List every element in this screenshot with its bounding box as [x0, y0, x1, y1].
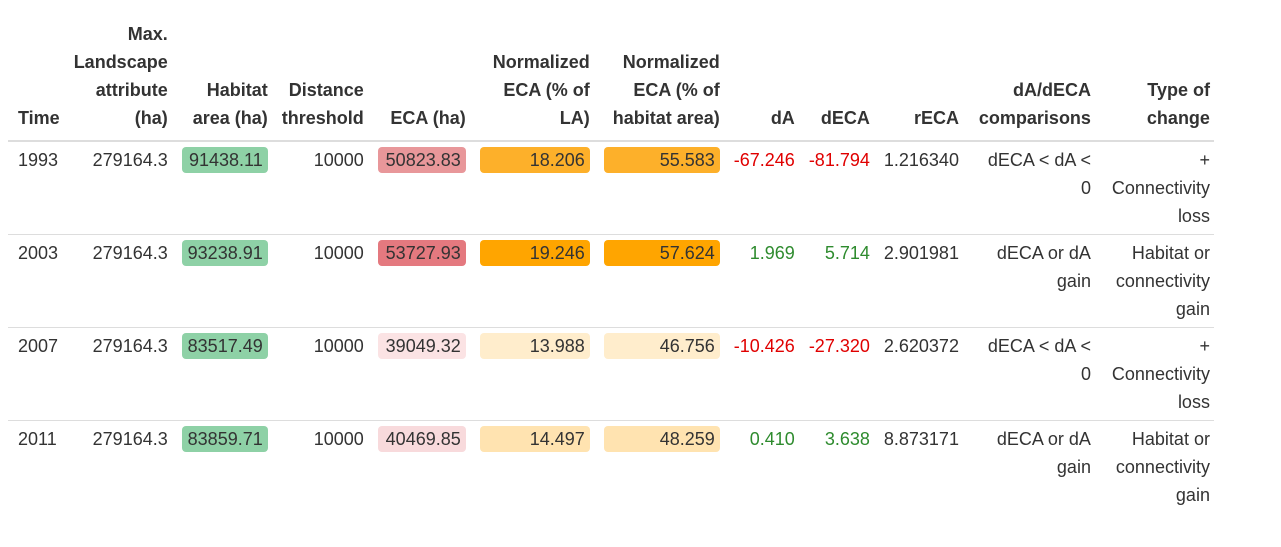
- cell-eca: 50823.83: [367, 141, 470, 235]
- cell-normalized-eca-la-highlight: 14.497: [479, 426, 590, 452]
- header-time: Time: [8, 20, 64, 142]
- cell-eca-highlight: 40469.85: [377, 426, 466, 452]
- header-normalized-eca-la: Normalized ECA (% of LA): [469, 20, 594, 142]
- cell-deca: -27.320: [798, 327, 874, 421]
- cell-normalized-eca-habitat-highlight: 48.259: [603, 426, 720, 452]
- cell-type-of-change: Habitat or connectivity gain: [1115, 429, 1210, 505]
- cell-max-landscape-attribute: 279164.3: [92, 429, 168, 449]
- cell-normalized-eca-habitat: 55.583: [593, 141, 724, 235]
- cell-reca: 1.216340: [873, 141, 963, 235]
- cell-eca: 53727.93: [367, 234, 470, 328]
- cell-distance-threshold: 10000: [271, 234, 368, 328]
- header-row: Time Max. Landscape attribute (ha) Habitat a…: [8, 20, 1214, 142]
- cell-normalized-eca-habitat: 48.259: [594, 421, 724, 514]
- header-eca: ECA (ha): [367, 20, 470, 142]
- cell-comparison: dECA or dA gain: [996, 429, 1091, 477]
- cell-normalized-eca-la-highlight: 18.206: [479, 147, 590, 173]
- cell-distance-threshold: 10000: [313, 429, 364, 449]
- cell-habitat-area-highlight: 91438.11: [181, 147, 268, 173]
- header-type-of-change: Type of change: [1094, 20, 1214, 142]
- cell-deca: 3.638: [824, 429, 870, 449]
- cell-max-landscape-attribute: 279164.3: [63, 234, 172, 328]
- header-deca: dECA: [798, 20, 874, 142]
- cell-comparison: dECA < dA < 0: [962, 327, 1095, 421]
- cell-da: 0.410: [749, 429, 795, 449]
- cell-eca-highlight: 39049.32: [377, 333, 466, 359]
- cell-normalized-eca-la-highlight: 19.246: [479, 240, 590, 266]
- header-habitat-area: Habitat area (ha): [171, 20, 272, 142]
- cell-habitat-area: 83859.71: [172, 421, 272, 514]
- cell-normalized-eca-la: 18.206: [469, 141, 594, 235]
- cell-normalized-eca-habitat-highlight: 55.583: [603, 147, 720, 173]
- table-row: 1993 279164.3 91438.11 10000 50823.83 18.206 5…: [8, 141, 1214, 235]
- cell-habitat-area: 83517.49: [171, 327, 272, 421]
- cell-normalized-eca-habitat-highlight: 57.624: [603, 240, 720, 266]
- cell-normalized-eca-la: 14.497: [470, 421, 594, 514]
- cell-max-landscape-attribute: 279164.3: [63, 141, 172, 235]
- cell-eca-highlight: 50823.83: [377, 147, 466, 173]
- cell-time: 2011: [18, 429, 57, 449]
- cell-habitat-area-highlight: 83517.49: [181, 333, 268, 359]
- cell-da: -10.426: [723, 327, 799, 421]
- table-row: 2007 279164.3 83517.49 10000 39049.32 13.988 4…: [8, 327, 1214, 421]
- cell-deca: 5.714: [798, 234, 874, 328]
- cell-distance-threshold: 10000: [271, 141, 368, 235]
- cell-max-landscape-attribute: 279164.3: [63, 327, 172, 421]
- cell-habitat-area: 91438.11: [171, 141, 272, 235]
- cell-distance-threshold: 10000: [271, 327, 368, 421]
- cell-reca: 2.620372: [873, 327, 963, 421]
- cell-eca: 40469.85: [368, 421, 470, 514]
- cell-deca: -81.794: [798, 141, 874, 235]
- results-table: Time Max. Landscape attribute (ha) Habitat a…: [8, 20, 1214, 513]
- header-reca: rECA: [873, 20, 963, 142]
- cell-time: 1993: [8, 141, 64, 235]
- cell-type-of-change: Habitat or connectivity gain: [1094, 234, 1214, 328]
- cell-reca: 8.873171: [883, 429, 959, 449]
- cell-time: 2007: [8, 327, 64, 421]
- cell-reca: 2.901981: [873, 234, 963, 328]
- cell-da: -67.246: [723, 141, 799, 235]
- cell-comparison: dECA < dA < 0: [962, 141, 1095, 235]
- table-row: 2003 279164.3 93238.91 10000 53727.93 19.246 5…: [8, 234, 1214, 328]
- cell-normalized-eca-habitat: 57.624: [593, 234, 724, 328]
- header-distance-threshold: Distance threshold: [271, 20, 368, 142]
- header-normalized-eca-habitat: Normalized ECA (% of habitat area): [593, 20, 724, 142]
- cell-habitat-area-highlight: 93238.91: [181, 240, 268, 266]
- cell-time: 2003: [8, 234, 64, 328]
- cell-normalized-eca-habitat: 46.756: [593, 327, 724, 421]
- cell-comparison: dECA or dA gain: [962, 234, 1095, 328]
- table-body: 1993 279164.3 91438.11 10000 50823.83 18.206 5…: [8, 141, 1214, 513]
- header-comparisons: dA/dECA comparisons: [962, 20, 1095, 142]
- header-max-landscape-attribute: Max. Landscape attribute (ha): [63, 20, 172, 142]
- cell-habitat-area: 93238.91: [171, 234, 272, 328]
- cell-normalized-eca-la-highlight: 13.988: [479, 333, 590, 359]
- cell-eca-highlight: 53727.93: [377, 240, 466, 266]
- header-da: dA: [723, 20, 799, 142]
- cell-type-of-change: + Connectivity loss: [1094, 141, 1214, 235]
- cell-eca: 39049.32: [367, 327, 470, 421]
- table-row: 2011 279164.3 83859.71 10000 40469.85 14.497 4…: [8, 421, 1214, 514]
- cell-type-of-change: + Connectivity loss: [1094, 327, 1214, 421]
- cell-da: 1.969: [723, 234, 799, 328]
- cell-habitat-area-highlight: 83859.71: [181, 426, 268, 452]
- cell-normalized-eca-la: 13.988: [469, 327, 594, 421]
- cell-normalized-eca-habitat-highlight: 46.756: [603, 333, 720, 359]
- cell-normalized-eca-la: 19.246: [469, 234, 594, 328]
